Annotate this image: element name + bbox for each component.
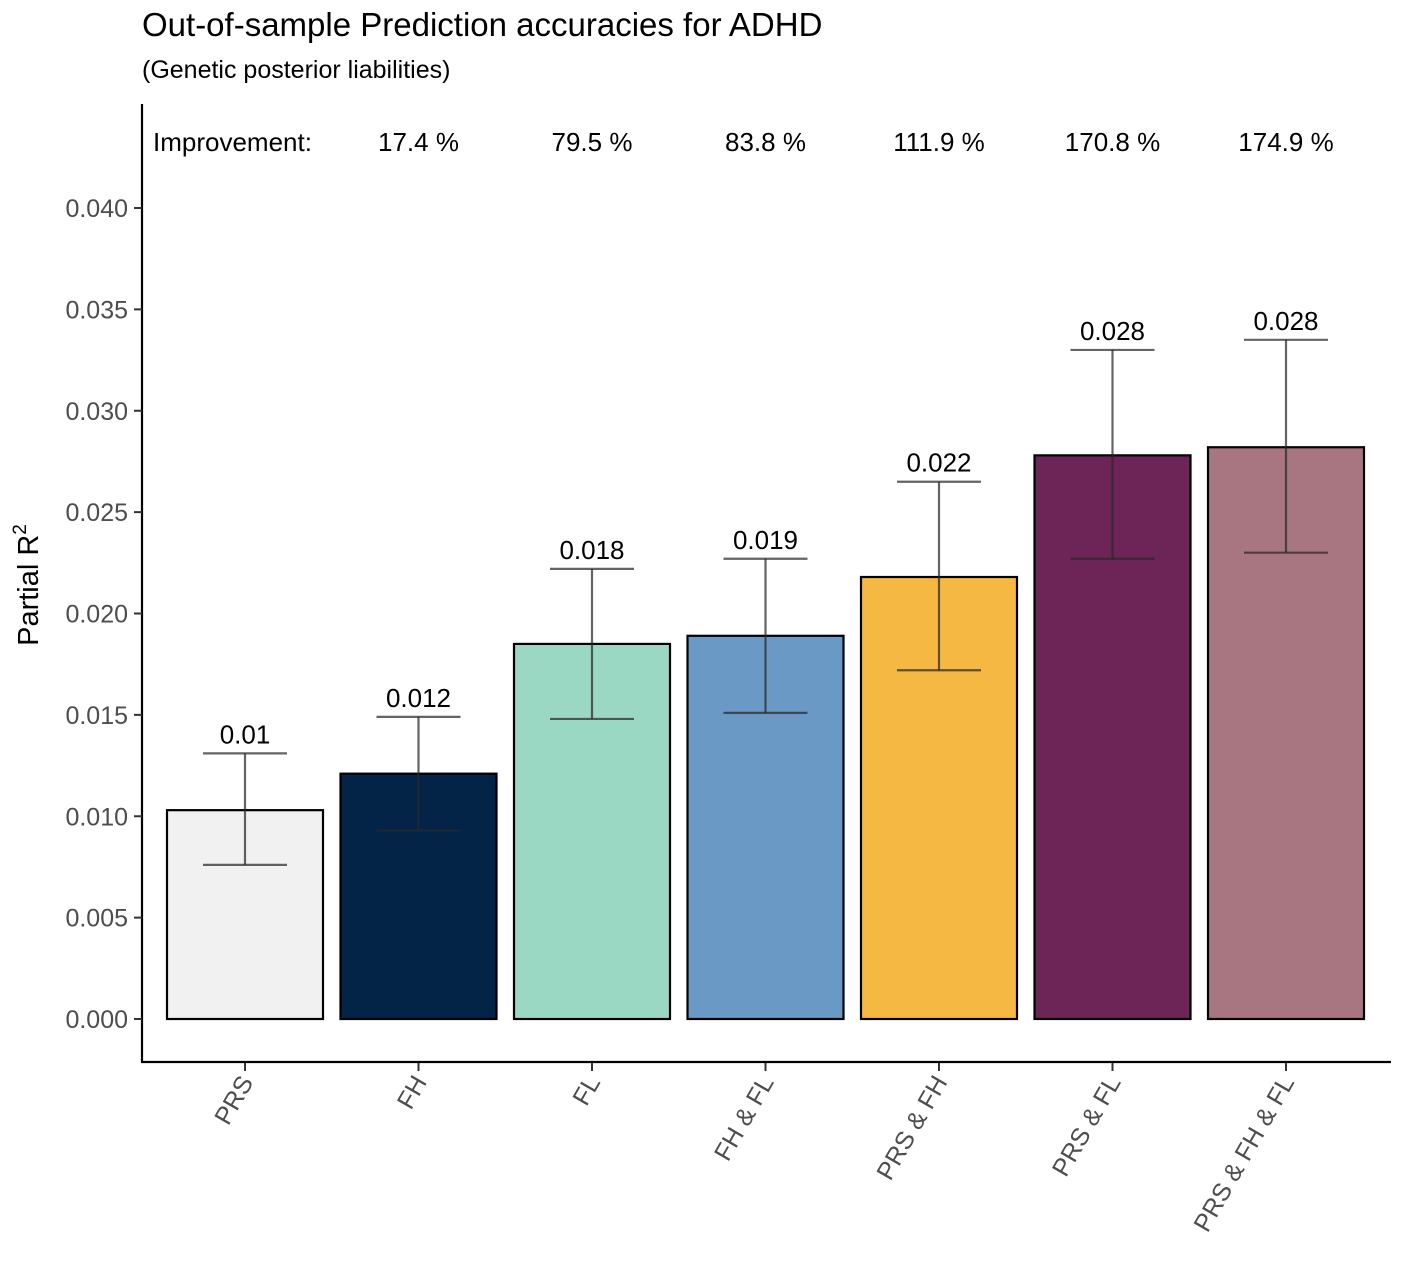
data-label: 0.028 bbox=[1080, 316, 1145, 346]
y-tick-label: 0.030 bbox=[65, 398, 128, 426]
improvement-value: 17.4 % bbox=[378, 127, 459, 157]
improvement-label: Improvement: bbox=[153, 127, 312, 157]
data-label: 0.028 bbox=[1253, 306, 1318, 336]
y-axis-title-main: Partial R bbox=[13, 535, 45, 646]
y-tick-label: 0.040 bbox=[65, 195, 128, 223]
improvement-value: 79.5 % bbox=[552, 127, 633, 157]
chart-title: Out-of-sample Prediction accuracies for … bbox=[142, 6, 823, 43]
chart-subtitle: (Genetic posterior liabilities) bbox=[142, 56, 451, 84]
y-tick-label: 0.035 bbox=[65, 296, 128, 324]
x-tick-label: FH & FL bbox=[709, 1071, 780, 1166]
data-label: 0.019 bbox=[733, 525, 798, 555]
y-tick-label: 0.025 bbox=[65, 499, 128, 527]
improvement-value: 174.9 % bbox=[1238, 127, 1333, 157]
y-tick-label: 0.010 bbox=[65, 803, 128, 831]
improvement-value: 83.8 % bbox=[725, 127, 806, 157]
improvement-value: 170.8 % bbox=[1065, 127, 1160, 157]
labels-layer: 0.01 0.012 17.4 % 0.018 79.5 % 0.019 83.8 % 0.0… bbox=[220, 127, 1334, 749]
y-tick-label: 0.015 bbox=[65, 702, 128, 730]
data-label: 0.01 bbox=[220, 719, 271, 749]
data-label: 0.022 bbox=[906, 448, 971, 478]
y-axis-title-superscript: 2 bbox=[10, 524, 31, 535]
x-tick-label: PRS & FL bbox=[1047, 1071, 1127, 1181]
x-tick-label: PRS & FH bbox=[871, 1071, 953, 1185]
x-tick-label: FL bbox=[567, 1071, 606, 1110]
x-tick-label: PRS & FH & FL bbox=[1188, 1071, 1300, 1237]
y-axis-title: Partial R2 bbox=[10, 524, 45, 646]
data-label: 0.018 bbox=[559, 535, 624, 565]
errorbars-layer bbox=[203, 338, 1328, 867]
y-tick-label: 0.005 bbox=[65, 905, 128, 933]
x-tick-label: FH bbox=[392, 1071, 433, 1114]
x-tick-label: PRS bbox=[209, 1071, 259, 1130]
y-tick-label: 0.020 bbox=[65, 601, 128, 629]
improvement-value: 111.9 % bbox=[893, 127, 985, 157]
data-label: 0.012 bbox=[386, 683, 451, 713]
y-tick-label: 0.000 bbox=[65, 1006, 128, 1034]
